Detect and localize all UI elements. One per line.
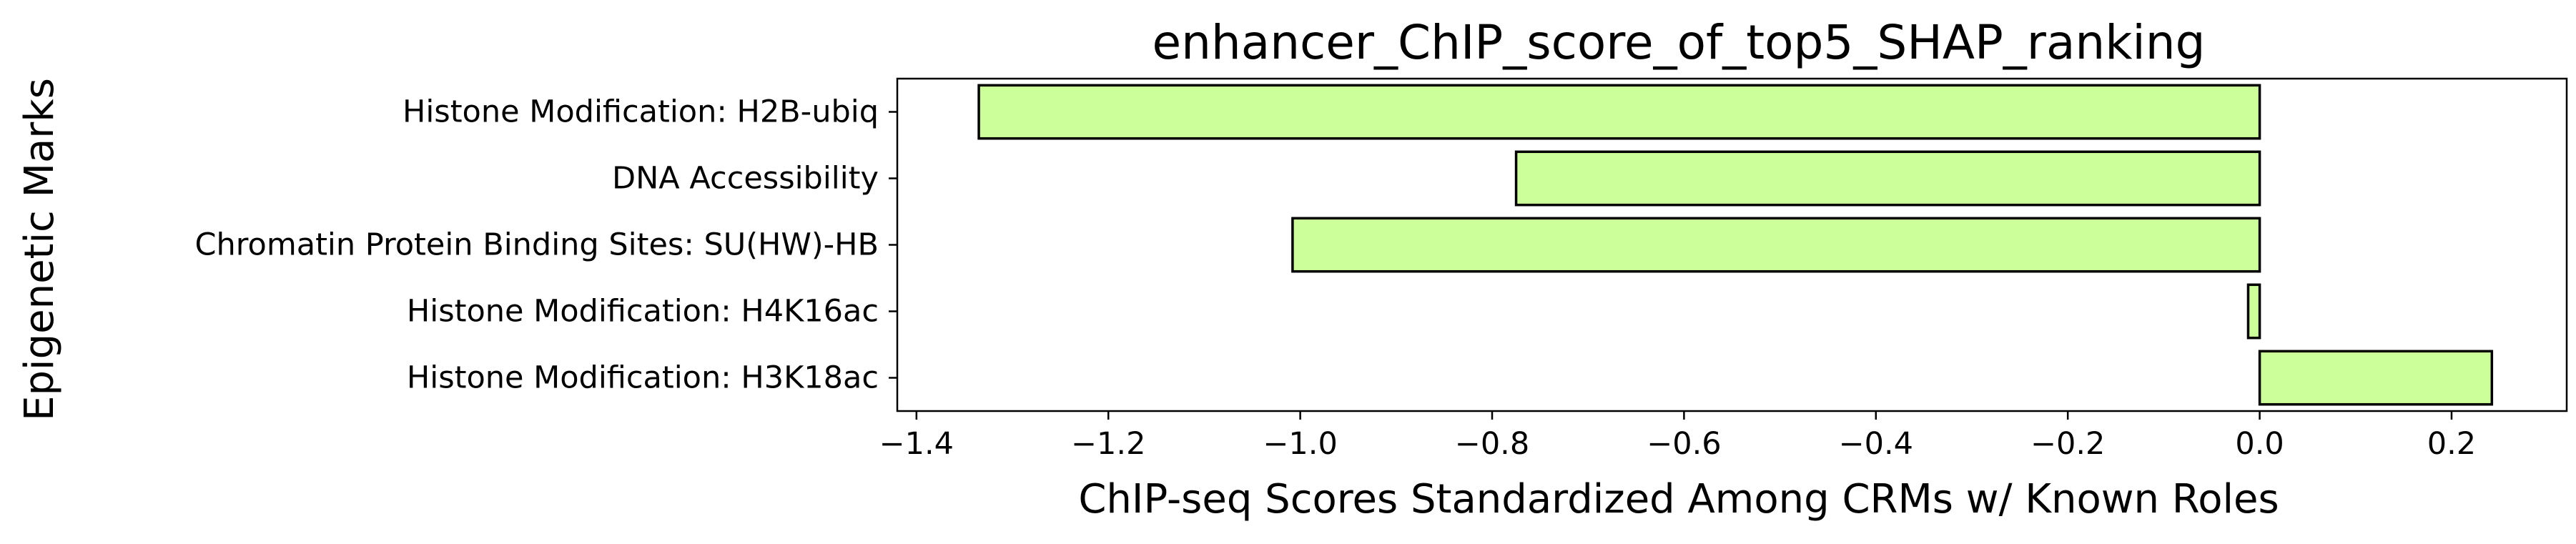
y-axis-ticks: Histone Modification: H2B-ubiq DNA Access…: [195, 94, 897, 396]
bar-3: [1291, 217, 2261, 273]
y-tick-label: Histone Modification: H4K16ac: [407, 294, 879, 330]
x-tick-label: −0.6: [1647, 426, 1721, 462]
x-tick-label: −0.2: [2030, 426, 2105, 462]
x-tick-label: 0.2: [2427, 426, 2476, 462]
x-tick-label: −0.4: [1839, 426, 1913, 462]
y-tick-label: DNA Accessibility: [612, 161, 879, 197]
y-tick-label: Histone Modification: H3K18ac: [407, 360, 879, 396]
chart-title: enhancer_ChIP_score_of_top5_SHAP_ranking: [1152, 15, 2205, 70]
x-tick-label: −0.8: [1455, 426, 1529, 462]
bar-4: [2246, 283, 2261, 340]
y-tick-label: Chromatin Protein Binding Sites: SU(HW)-…: [195, 227, 879, 263]
bar-1: [977, 84, 2261, 140]
x-tick-label: 0.0: [2235, 426, 2284, 462]
x-axis-label: ChIP-seq Scores Standardized Among CRMs …: [1078, 476, 2279, 523]
y-tick-label: Histone Modification: H2B-ubiq: [403, 94, 879, 130]
plot-area-frame: [896, 77, 2568, 412]
x-tick-label: −1.0: [1263, 426, 1337, 462]
x-axis-ticks: −1.4 −1.2 −1.0 −0.8 −0.6 −0.4 −0.2 0.0 0.2: [879, 411, 2476, 462]
x-tick-label: −1.4: [879, 426, 954, 462]
bar-2: [1514, 150, 2261, 207]
y-axis-label: Epigenetic Marks: [16, 78, 63, 421]
x-tick-label: −1.2: [1071, 426, 1145, 462]
bars-layer: [977, 84, 2494, 406]
bar-5: [2258, 350, 2494, 406]
